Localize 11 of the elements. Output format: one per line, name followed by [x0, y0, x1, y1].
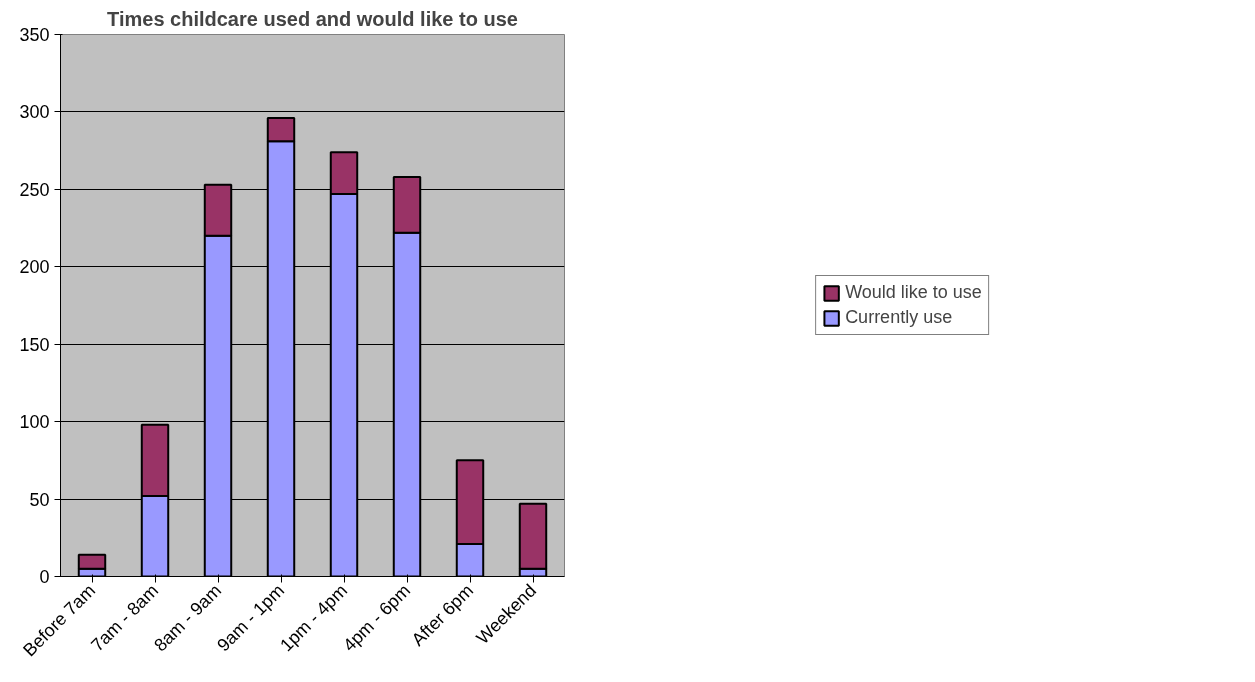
y-tick-label: 350: [19, 25, 50, 45]
y-tick-label: 100: [19, 412, 50, 433]
y-tick-label: 150: [19, 334, 50, 355]
legend-label: Currently use: [845, 307, 953, 328]
y-tick-label: 250: [19, 179, 50, 200]
chart-title: Times childcare used and would like to use: [107, 7, 518, 30]
y-tick-label: 50: [29, 489, 50, 510]
legend-label: Would like to use: [845, 282, 982, 303]
y-tick-label: 0: [39, 567, 50, 587]
y-tick-label: 200: [19, 257, 50, 278]
y-tick-label: 300: [19, 102, 50, 123]
